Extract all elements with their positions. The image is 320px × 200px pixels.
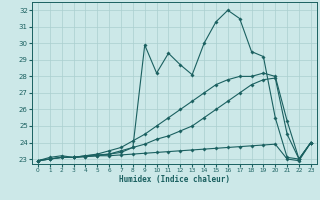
X-axis label: Humidex (Indice chaleur): Humidex (Indice chaleur) [119, 175, 230, 184]
